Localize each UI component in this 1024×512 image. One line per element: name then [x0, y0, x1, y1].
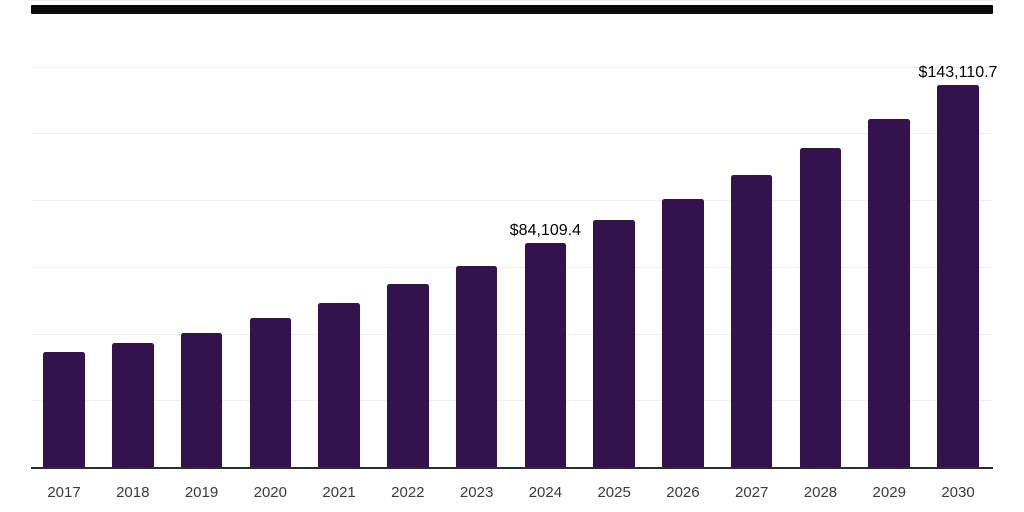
x-axis-tick-label-2027: 2027 — [735, 484, 769, 501]
gridline — [31, 200, 993, 202]
bar-2029[interactable] — [868, 119, 910, 467]
gridline — [31, 0, 993, 1]
x-axis-tick-label-2025: 2025 — [597, 484, 631, 501]
gridline — [31, 133, 993, 135]
bar-2022[interactable] — [387, 284, 429, 467]
bar-2028[interactable] — [799, 147, 842, 467]
x-axis-tick-label-2030: 2030 — [941, 484, 975, 501]
bar-2030[interactable] — [937, 85, 979, 467]
bar-2018[interactable] — [112, 343, 154, 467]
x-axis-tick-label-2029: 2029 — [872, 484, 906, 501]
x-axis-tick-label-2021: 2021 — [322, 484, 356, 501]
x-axis-tick-label-2023: 2023 — [459, 484, 494, 501]
bar-value-label-2030: $143,110.7 — [918, 64, 998, 82]
x-axis-tick-label-2026: 2026 — [666, 484, 700, 501]
x-axis-tick-label-2017: 2017 — [47, 484, 81, 501]
plot-area: $84,109.4 $143,110.7 — [31, 0, 997, 469]
x-axis-tick-label-2024: 2024 — [528, 484, 563, 501]
gridline — [31, 266, 993, 268]
bar-2027[interactable] — [730, 174, 773, 467]
bar-2024[interactable] — [524, 242, 567, 467]
x-axis-tick-label-2018: 2018 — [116, 484, 150, 501]
bar-2019[interactable] — [180, 333, 223, 467]
gridline — [31, 400, 993, 402]
x-axis-tick-label-2019: 2019 — [184, 484, 219, 501]
x-axis-line — [31, 467, 993, 469]
bar-2025[interactable] — [593, 220, 635, 467]
gridline — [31, 333, 993, 335]
x-axis-tick-label-2022: 2022 — [391, 484, 425, 501]
bar-2026[interactable] — [662, 199, 704, 467]
bar-value-label-2024: $84,109.4 — [509, 221, 581, 239]
bar-2021[interactable] — [318, 303, 360, 467]
x-axis-tick-label-2020: 2020 — [253, 484, 287, 501]
gridline — [31, 66, 993, 68]
chart-top-border — [31, 5, 993, 14]
bar-2023[interactable] — [455, 265, 498, 467]
bar-2020[interactable] — [249, 318, 292, 467]
x-axis-tick-label-2028: 2028 — [803, 484, 838, 501]
bar-2017[interactable] — [43, 352, 85, 467]
